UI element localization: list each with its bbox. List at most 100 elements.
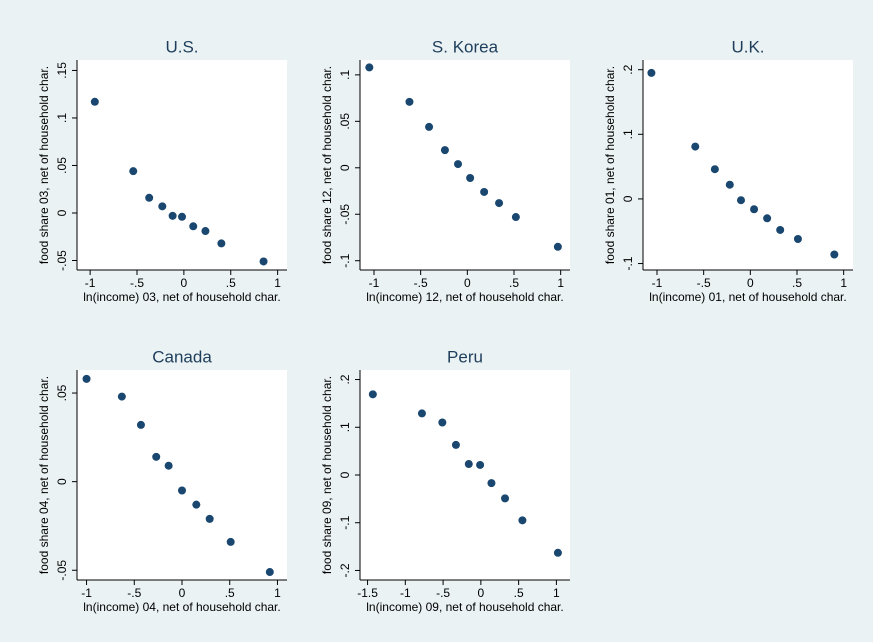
point <box>750 205 759 214</box>
x-tick-label: 1 <box>840 276 847 290</box>
point <box>90 97 99 106</box>
point <box>440 146 449 155</box>
y-tick-label: .2 <box>621 64 635 74</box>
y-tick-label: 0 <box>338 471 352 478</box>
point <box>737 196 745 205</box>
point <box>763 214 772 223</box>
point <box>425 122 434 131</box>
y-tick-label: -.1 <box>338 253 352 267</box>
x-tick-label: -.5 <box>436 586 450 600</box>
y-tick-label: .15 <box>55 62 69 79</box>
y-tick-label: -.1 <box>621 256 635 270</box>
point <box>553 242 562 251</box>
point <box>495 199 504 208</box>
point <box>205 514 214 523</box>
plot-area <box>360 60 570 270</box>
point <box>553 548 562 557</box>
x-tick-label: -1 <box>81 586 92 600</box>
x-tick-label: 0 <box>747 276 754 290</box>
point <box>454 160 462 169</box>
x-tick-label: 1 <box>553 586 560 600</box>
point <box>518 516 527 525</box>
point <box>201 227 210 236</box>
point <box>217 239 226 248</box>
point <box>691 142 700 151</box>
point <box>438 418 447 427</box>
point <box>405 97 414 106</box>
y-axis-title: food share 12, net of household char. <box>320 66 334 264</box>
y-tick-label: .1 <box>55 113 69 123</box>
y-axis-title: food share 01, net of household char. <box>603 66 617 264</box>
point <box>476 460 485 469</box>
panel-title: S. Korea <box>432 37 499 56</box>
point <box>168 211 177 220</box>
y-tick-label: .2 <box>338 374 352 384</box>
x-tick-label: 0 <box>179 586 186 600</box>
point <box>725 180 734 189</box>
y-tick-label: .05 <box>55 384 69 401</box>
point <box>451 440 460 449</box>
y-axis-title: food share 03, net of household char. <box>37 66 51 264</box>
point <box>480 187 489 196</box>
y-tick-label: -.05 <box>55 560 69 581</box>
point <box>487 479 496 488</box>
y-tick-label: .1 <box>621 129 635 139</box>
y-tick-label: 0 <box>338 164 352 171</box>
point <box>136 420 145 429</box>
point <box>511 213 520 222</box>
panel-title: Canada <box>152 347 212 366</box>
panel-title: U.S. <box>165 37 198 56</box>
x-tick-label: -.5 <box>130 276 144 290</box>
point <box>365 63 374 72</box>
point <box>117 392 126 401</box>
point <box>178 486 186 495</box>
y-tick-label: -.2 <box>338 563 352 577</box>
point <box>710 165 719 174</box>
point <box>466 174 475 183</box>
x-tick-label: -1 <box>652 276 663 290</box>
y-tick-label: -.05 <box>338 204 352 225</box>
x-tick-label: -1.5 <box>357 586 378 600</box>
plot-area <box>77 370 287 580</box>
x-tick-label: 0 <box>181 276 188 290</box>
point <box>178 212 186 221</box>
point <box>793 234 802 243</box>
x-tick-label: -.5 <box>127 586 141 600</box>
x-tick-label: 0 <box>464 276 471 290</box>
point <box>776 225 785 234</box>
x-axis-title: ln(income) 01, net of household char. <box>649 290 846 304</box>
point <box>368 390 377 399</box>
point <box>192 500 201 509</box>
y-axis-title: food share 04, net of household char. <box>37 376 51 574</box>
x-tick-label: 0 <box>478 586 485 600</box>
x-tick-label: -.5 <box>414 276 428 290</box>
plot-area <box>360 370 570 580</box>
panel-title: Peru <box>447 347 483 366</box>
y-tick-label: 0 <box>55 478 69 485</box>
point <box>145 193 154 202</box>
x-axis-title: ln(income) 12, net of household char. <box>366 290 563 304</box>
x-tick-label: -1 <box>369 276 380 290</box>
x-tick-label: -.5 <box>697 276 711 290</box>
plot-area <box>77 60 287 270</box>
x-tick-label: -1 <box>85 276 96 290</box>
point <box>259 257 268 266</box>
point <box>501 494 510 503</box>
point <box>129 167 138 176</box>
x-tick-label: .5 <box>514 586 524 600</box>
x-axis-title: ln(income) 09, net of household char. <box>366 600 563 614</box>
x-axis-title: ln(income) 03, net of household char. <box>83 290 280 304</box>
point <box>158 202 167 211</box>
panel-title: U.K. <box>731 37 764 56</box>
y-tick-label: .1 <box>338 70 352 80</box>
point <box>647 68 656 77</box>
y-tick-label: 0 <box>621 195 635 202</box>
x-tick-label: .5 <box>225 586 235 600</box>
point <box>164 461 173 470</box>
y-tick-label: -.05 <box>55 250 69 271</box>
point <box>82 374 91 383</box>
plot-area <box>643 60 853 270</box>
point <box>417 409 426 418</box>
point <box>464 460 473 469</box>
y-axis-title: food share 09, net of household char. <box>320 376 334 574</box>
